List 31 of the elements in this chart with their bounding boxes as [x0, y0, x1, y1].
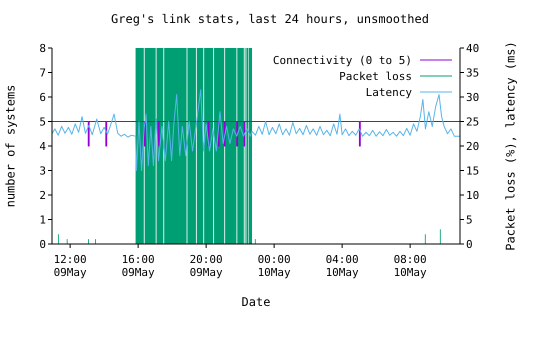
- y2-axis-title: Packet loss (%), latency (ms): [503, 41, 518, 251]
- y-tick-label: 0: [39, 238, 46, 251]
- y2-tick-label: 5: [466, 213, 473, 226]
- y-tick-label: 2: [39, 188, 46, 202]
- x-tick-label: 20:00 09May: [190, 253, 224, 279]
- y2-tick-label: 35: [466, 66, 480, 80]
- y-axis-title: number of systems: [3, 84, 18, 208]
- y-tick-label: 1: [39, 213, 46, 226]
- y2-tick-label: 0: [466, 238, 473, 251]
- chart-title: Greg's link stats, last 24 hours, unsmoothed: [110, 12, 430, 26]
- y2-tick-label: 30: [466, 90, 480, 104]
- y2-tick-label: 20: [466, 140, 480, 153]
- x-tick-label: 12:00 09May: [54, 253, 88, 279]
- y-tick-label: 3: [39, 164, 46, 178]
- legend-label: Latency: [366, 86, 412, 98]
- x-axis-title: Date: [242, 295, 270, 309]
- x-tick-label: 00:00 10May: [258, 253, 292, 279]
- y-tick-label: 8: [39, 42, 46, 55]
- y2-tick-label: 25: [466, 115, 480, 128]
- y-tick-label: 7: [39, 66, 46, 80]
- legend-label: Connectivity (0 to 5): [272, 54, 412, 66]
- y-tick-label: 6: [39, 90, 46, 104]
- y2-tick-label: 15: [466, 164, 480, 178]
- x-tick-label: 04:00 10May: [326, 253, 360, 279]
- x-tick-label: 08:00 10May: [394, 253, 428, 279]
- legend-label: Packet loss: [339, 70, 412, 82]
- y2-tick-label: 40: [466, 42, 480, 55]
- y-tick-label: 5: [39, 115, 46, 128]
- x-tick-label: 16:00 09May: [122, 253, 156, 279]
- y-tick-label: 4: [39, 140, 46, 153]
- y2-tick-label: 10: [466, 188, 480, 202]
